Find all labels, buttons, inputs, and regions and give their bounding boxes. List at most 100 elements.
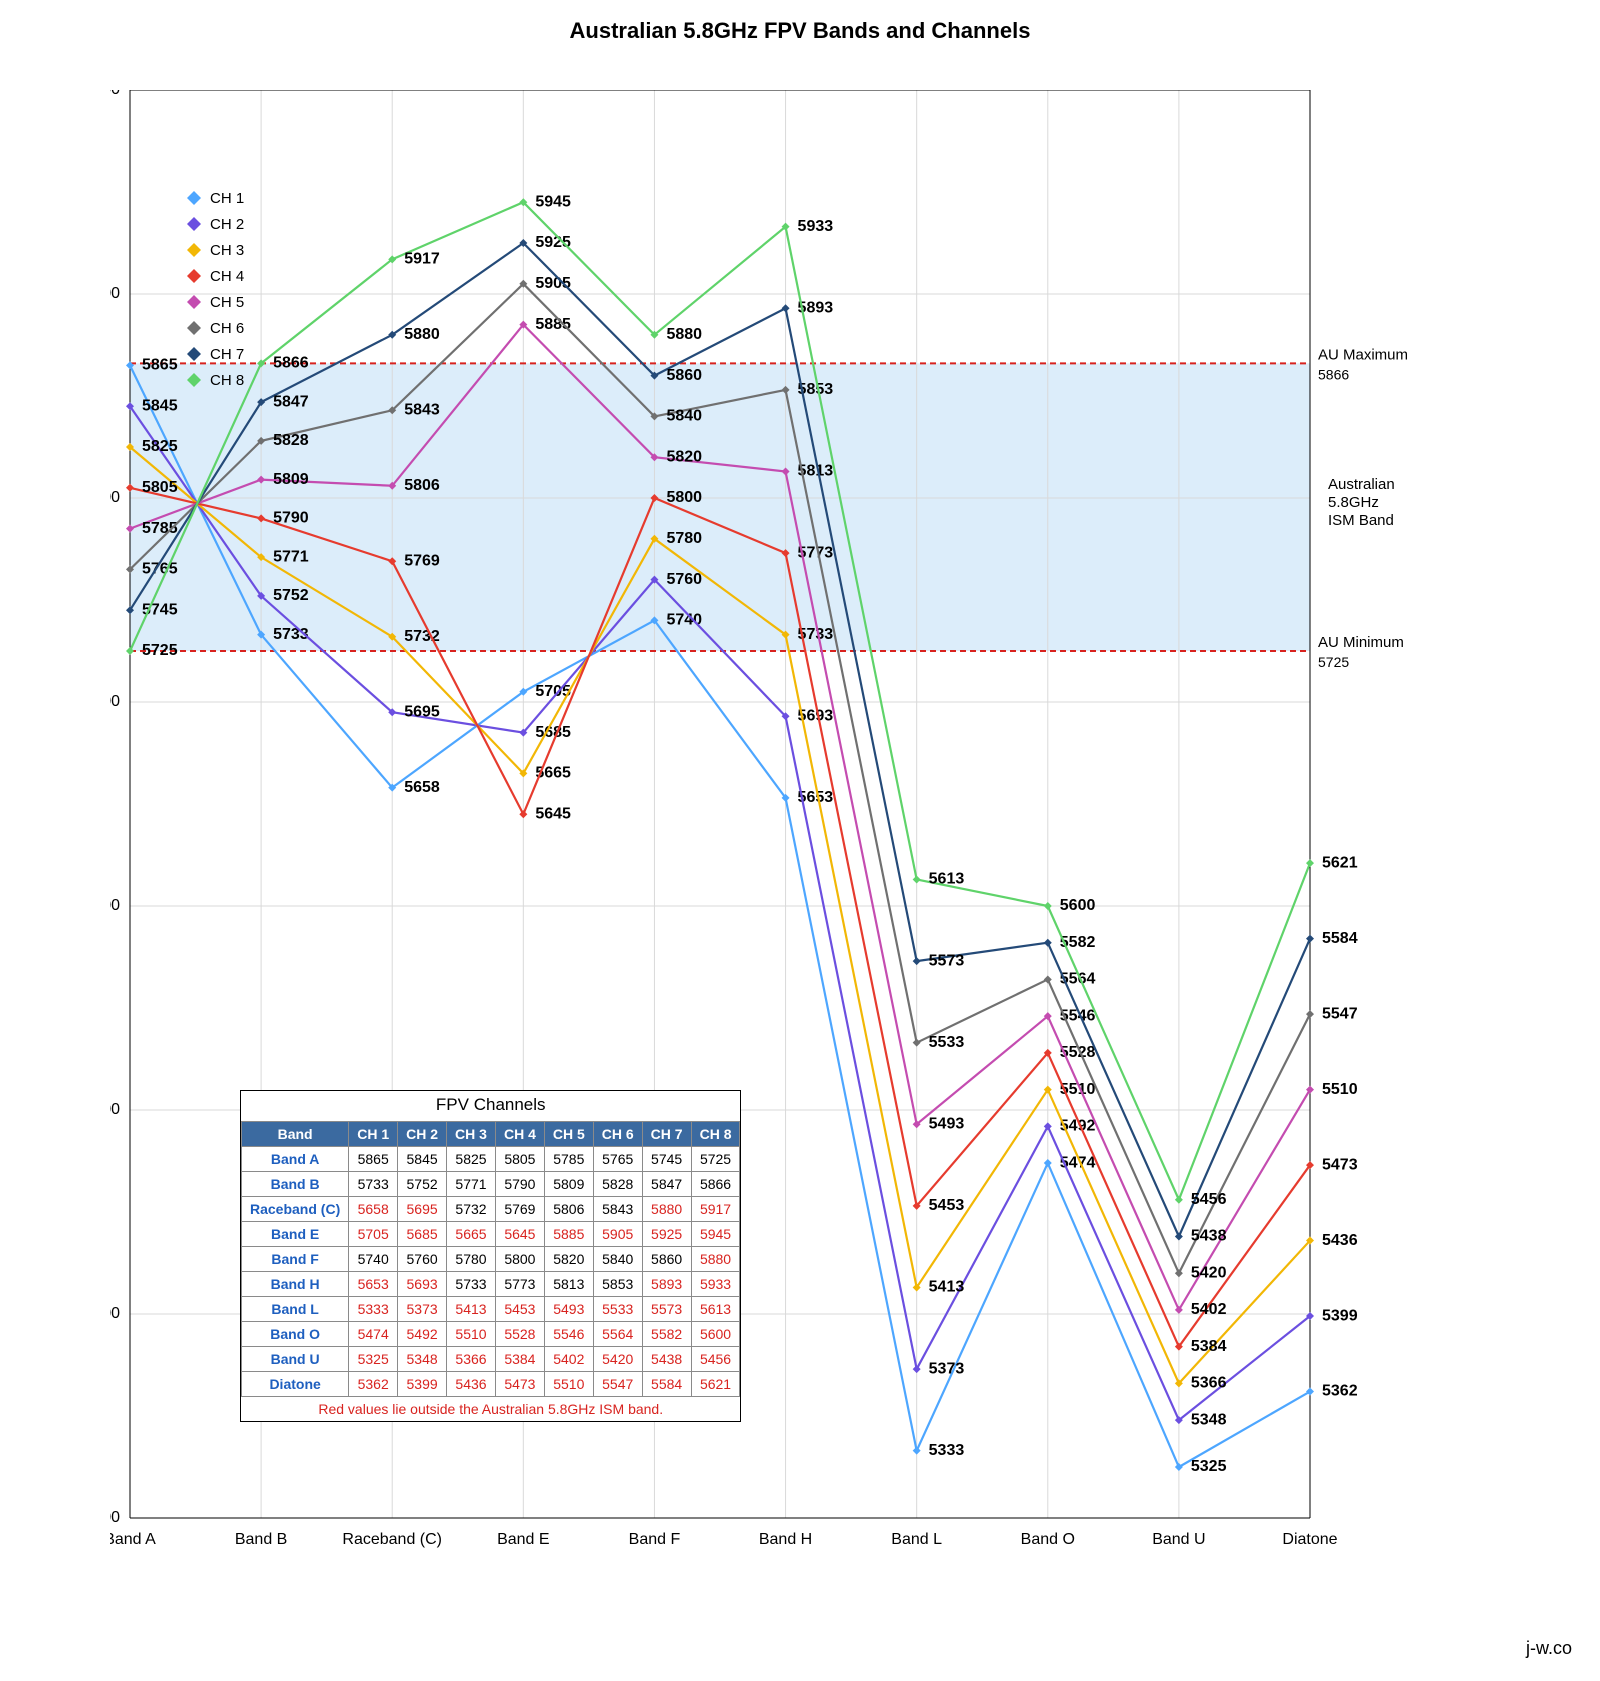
legend-marker <box>187 321 201 335</box>
channel-value-label: 5825 <box>142 438 178 455</box>
table-band-cell: Raceband (C) <box>242 1197 349 1222</box>
channel-value-label: 5333 <box>929 1442 965 1459</box>
table-value-cell: 5665 <box>447 1222 496 1247</box>
ism-band-label: Australian5.8GHzISM Band <box>1328 476 1395 529</box>
table-value-cell: 5733 <box>447 1272 496 1297</box>
table-value-cell: 5384 <box>495 1347 544 1372</box>
table-value-cell: 5732 <box>447 1197 496 1222</box>
table-value-cell: 5845 <box>398 1147 447 1172</box>
channel-value-label: 5373 <box>929 1360 965 1377</box>
table-band-cell: Band A <box>242 1147 349 1172</box>
channel-value-label: 5845 <box>142 397 178 414</box>
channel-value-label: 5790 <box>273 510 309 527</box>
channel-value-label: 5685 <box>535 724 571 741</box>
table-value-cell: 5780 <box>447 1247 496 1272</box>
channel-value-label: 5847 <box>273 393 309 410</box>
table-value-cell: 5813 <box>544 1272 593 1297</box>
channel-value-label: 5760 <box>666 571 702 588</box>
ism-boundary-label: AU Maximum <box>1318 346 1408 363</box>
table-value-cell: 5362 <box>349 1372 398 1397</box>
table-value-cell: 5905 <box>593 1222 642 1247</box>
table-value-cell: 5933 <box>691 1272 740 1297</box>
channel-value-label: 5384 <box>1191 1338 1227 1355</box>
table-value-cell: 5725 <box>691 1147 740 1172</box>
y-tick-label: 5600 <box>110 897 120 914</box>
channel-value-label: 5613 <box>929 871 965 888</box>
table-band-cell: Band O <box>242 1322 349 1347</box>
table-value-cell: 5800 <box>495 1247 544 1272</box>
table-value-cell: 5474 <box>349 1322 398 1347</box>
channel-marker <box>1175 1196 1183 1204</box>
table-value-cell: 5493 <box>544 1297 593 1322</box>
channel-value-label: 5402 <box>1191 1301 1227 1318</box>
table-value-cell: 5773 <box>495 1272 544 1297</box>
channel-value-label: 5860 <box>666 367 702 384</box>
channel-value-label: 5828 <box>273 432 309 449</box>
y-tick-label: 5400 <box>110 1305 120 1322</box>
ism-boundary-value: 5725 <box>1318 654 1349 670</box>
legend-marker <box>187 191 201 205</box>
table-value-cell: 5473 <box>495 1372 544 1397</box>
channel-value-label: 5438 <box>1191 1228 1227 1245</box>
table-value-cell: 5399 <box>398 1372 447 1397</box>
channel-value-label: 5885 <box>535 316 571 333</box>
table-value-cell: 5333 <box>349 1297 398 1322</box>
table-header-cell: CH 2 <box>398 1122 447 1147</box>
table-value-cell: 5402 <box>544 1347 593 1372</box>
table-band-cell: Band U <box>242 1347 349 1372</box>
legend-label: CH 8 <box>210 372 244 389</box>
table-value-cell: 5453 <box>495 1297 544 1322</box>
channel-value-label: 5366 <box>1191 1375 1227 1392</box>
ism-boundary-label: AU Minimum <box>1318 634 1404 651</box>
table-value-cell: 5685 <box>398 1222 447 1247</box>
table-value-cell: 5658 <box>349 1197 398 1222</box>
table-band-cell: Diatone <box>242 1372 349 1397</box>
table-value-cell: 5436 <box>447 1372 496 1397</box>
table-value-cell: 5613 <box>691 1297 740 1322</box>
channel-value-label: 5584 <box>1322 930 1358 947</box>
channel-marker <box>1044 975 1052 983</box>
credit-label: j-w.co <box>1526 1638 1572 1659</box>
channel-value-label: 5453 <box>929 1197 965 1214</box>
legend-marker <box>187 217 201 231</box>
table-value-cell: 5705 <box>349 1222 398 1247</box>
table-value-cell: 5771 <box>447 1172 496 1197</box>
x-tick-label: Band U <box>1152 1531 1205 1548</box>
x-tick-label: Band H <box>759 1531 812 1548</box>
channel-marker <box>1175 1269 1183 1277</box>
channel-value-label: 5600 <box>1060 897 1096 914</box>
y-tick-label: 5500 <box>110 1101 120 1118</box>
table-value-cell: 5413 <box>447 1297 496 1322</box>
table-value-cell: 5740 <box>349 1247 398 1272</box>
channel-value-label: 5865 <box>142 357 178 374</box>
table-value-cell: 5760 <box>398 1247 447 1272</box>
channel-value-label: 5806 <box>404 477 440 494</box>
channel-value-label: 5725 <box>142 642 178 659</box>
legend-marker <box>187 295 201 309</box>
table-header-cell: CH 8 <box>691 1122 740 1147</box>
channel-marker <box>913 1039 921 1047</box>
table-value-cell: 5809 <box>544 1172 593 1197</box>
legend-marker <box>187 243 201 257</box>
table-value-cell: 5853 <box>593 1272 642 1297</box>
table-value-cell: 5348 <box>398 1347 447 1372</box>
table-value-cell: 5547 <box>593 1372 642 1397</box>
channel-marker <box>519 810 527 818</box>
table-note: Red values lie outside the Australian 5.… <box>241 1397 740 1421</box>
table-band-cell: Band F <box>242 1247 349 1272</box>
channel-value-label: 5880 <box>666 326 702 343</box>
table-value-cell: 5366 <box>447 1347 496 1372</box>
channel-value-label: 5809 <box>273 471 309 488</box>
table-value-cell: 5510 <box>544 1372 593 1397</box>
legend-label: CH 7 <box>210 346 244 363</box>
table-value-cell: 5645 <box>495 1222 544 1247</box>
channel-value-label: 5771 <box>273 548 309 565</box>
table-value-cell: 5880 <box>642 1197 691 1222</box>
channel-value-label: 5413 <box>929 1279 965 1296</box>
y-tick-label: 6000 <box>110 90 120 98</box>
channel-value-label: 5547 <box>1322 1005 1358 1022</box>
table-value-cell: 5765 <box>593 1147 642 1172</box>
legend-label: CH 2 <box>210 216 244 233</box>
y-tick-label: 5300 <box>110 1509 120 1526</box>
channel-value-label: 5752 <box>273 587 309 604</box>
